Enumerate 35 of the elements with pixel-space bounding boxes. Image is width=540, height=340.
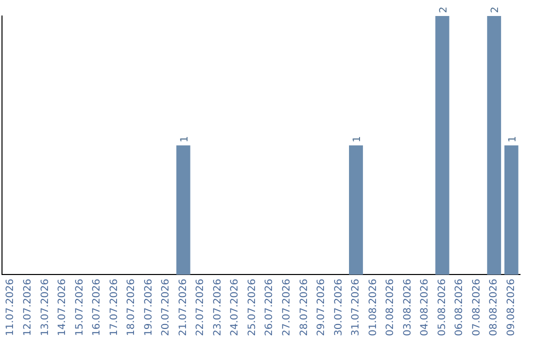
data-label: 2: [438, 6, 450, 13]
x-tick-label: 06.08.2026: [454, 278, 466, 336]
x-tick-label: 19.07.2026: [143, 278, 154, 336]
x-tick-label: 05.08.2026: [436, 278, 448, 336]
x-tick-label: 27.07.2026: [281, 278, 292, 336]
x-tick-label: 21.07.2026: [178, 278, 189, 336]
x-tick-label: 14.07.2026: [57, 278, 68, 336]
x-tick-label: 23.07.2026: [212, 278, 224, 336]
data-label: 1: [352, 136, 363, 142]
x-tick-label: 30.07.2026: [333, 278, 344, 336]
x-tick-label: 02.08.2026: [385, 278, 396, 336]
x-tick-label: 01.08.2026: [368, 278, 379, 336]
x-tick-label: 04.08.2026: [420, 278, 431, 336]
x-tick-label: 25.07.2026: [246, 278, 258, 336]
x-tick-label: 08.08.2026: [488, 278, 500, 336]
x-tick-label: 03.08.2026: [402, 278, 414, 336]
x-tick-label: 12.07.2026: [22, 278, 34, 336]
x-tick-label: 15.07.2026: [74, 278, 86, 336]
x-tick-label: 18.07.2026: [126, 278, 138, 336]
x-tick-label: 16.07.2026: [92, 278, 103, 336]
x-tick-label: 09.08.2026: [506, 278, 517, 336]
x-tick-label: 13.07.2026: [40, 278, 51, 336]
x-tick-label: 24.07.2026: [230, 278, 241, 336]
x-tick-label: 29.07.2026: [316, 278, 328, 336]
x-tick-label: 28.07.2026: [298, 278, 310, 336]
x-tick-label: 31.07.2026: [350, 278, 362, 336]
x-tick-label: 17.07.2026: [108, 278, 120, 336]
data-label: 2: [490, 6, 502, 13]
x-tick-label: 26.07.2026: [264, 278, 276, 336]
x-tick-label: 22.07.2026: [195, 278, 206, 336]
x-tick-label: 07.08.2026: [471, 278, 482, 336]
x-tick-label: 11.07.2026: [5, 278, 16, 336]
x-tick-label: 20.07.2026: [160, 278, 172, 336]
data-label: 1: [179, 136, 190, 142]
data-label: 1: [507, 136, 518, 142]
